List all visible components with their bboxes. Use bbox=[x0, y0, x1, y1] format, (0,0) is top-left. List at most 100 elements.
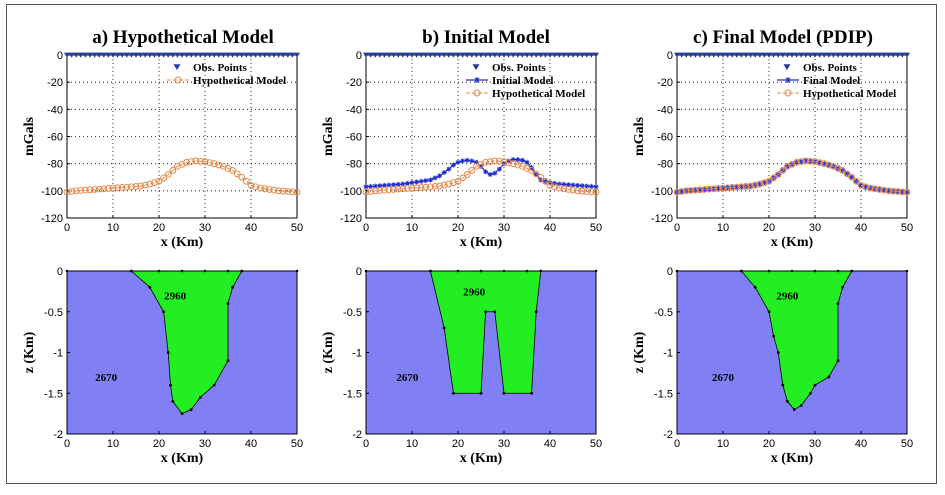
hypothetical-point bbox=[751, 181, 759, 189]
legend-label: Hypothetical Model bbox=[803, 88, 896, 100]
legend-label: Obs. Points bbox=[193, 62, 248, 74]
x-tick-label: 10 bbox=[107, 438, 119, 450]
hypothetical-point bbox=[583, 188, 591, 195]
density-basement-label: 2670 bbox=[95, 372, 118, 384]
x-tick-label: 0 bbox=[363, 222, 369, 234]
x-tick-label: 50 bbox=[291, 222, 303, 234]
init-point-d2 bbox=[377, 183, 382, 188]
obs-point bbox=[491, 52, 498, 58]
obs-point bbox=[784, 52, 791, 58]
y-tick-label: -120 bbox=[340, 213, 362, 225]
obs-point bbox=[280, 52, 287, 58]
obs-point bbox=[179, 52, 185, 58]
body-vertex bbox=[753, 285, 757, 289]
obs-point bbox=[105, 52, 112, 58]
init-point-d2 bbox=[584, 183, 589, 189]
hypothetical-point bbox=[793, 158, 800, 166]
obs-point bbox=[229, 52, 236, 58]
obs-point bbox=[537, 52, 544, 58]
y-tick-label: -0.5 bbox=[44, 307, 63, 319]
obs-point bbox=[588, 52, 595, 58]
obs-point bbox=[404, 52, 411, 58]
y-tick-label: -40 bbox=[657, 104, 673, 116]
hypothetical-point bbox=[284, 188, 292, 195]
legend-hypo-marker bbox=[784, 89, 792, 97]
obs-point bbox=[73, 52, 80, 58]
figure-frame bbox=[6, 4, 937, 484]
hypothetical-point bbox=[742, 183, 750, 190]
obs-point bbox=[128, 52, 135, 58]
y-tick-label: -1.5 bbox=[343, 388, 362, 400]
body-vertex bbox=[841, 285, 844, 289]
legend-label: Obs. Points bbox=[492, 62, 547, 74]
obs-point bbox=[733, 52, 740, 58]
obs-point bbox=[234, 52, 241, 58]
obs-point bbox=[701, 52, 708, 58]
init-point-d2 bbox=[409, 180, 415, 185]
y-tick-label: 0 bbox=[667, 50, 673, 62]
obs-point bbox=[858, 52, 864, 58]
hypothetical-point bbox=[578, 187, 586, 195]
obs-point bbox=[151, 52, 158, 58]
x-tick-label: 50 bbox=[590, 438, 602, 450]
obs-point bbox=[473, 52, 480, 58]
body-vertex bbox=[776, 351, 780, 354]
x-axis-label: x (Km) bbox=[771, 235, 814, 250]
hypothetical-point bbox=[569, 186, 577, 194]
init-point-d2 bbox=[589, 184, 594, 189]
hypothetical-point bbox=[747, 182, 754, 190]
obs-point bbox=[390, 52, 397, 58]
panel-title: c) Final Model (PDIP) bbox=[693, 27, 873, 48]
hypothetical-point bbox=[215, 161, 223, 169]
init-point-d2 bbox=[368, 184, 373, 189]
obs-point bbox=[519, 52, 526, 58]
body-vertex bbox=[231, 285, 235, 289]
final-point-d2 bbox=[716, 186, 721, 191]
hypothetical-point bbox=[733, 183, 741, 191]
x-tick-label: 0 bbox=[363, 438, 369, 450]
y-axis-label: mGals bbox=[22, 117, 37, 156]
hypothetical-point bbox=[687, 187, 695, 194]
x-tick-label: 50 bbox=[901, 222, 913, 234]
hypothetical-point bbox=[505, 159, 513, 167]
init-point-d2 bbox=[451, 162, 456, 168]
init-point-d2 bbox=[442, 170, 447, 175]
hypothetical-point bbox=[889, 187, 897, 195]
body-vertex bbox=[199, 395, 202, 399]
hypothetical-point bbox=[500, 158, 508, 166]
init-point-d2 bbox=[414, 179, 419, 185]
init-point-d2 bbox=[386, 182, 392, 188]
y-tick-label: -2 bbox=[663, 429, 673, 441]
y-tick-label: 0 bbox=[57, 266, 63, 278]
y-axis-label: z (Km) bbox=[321, 331, 336, 373]
hypothetical-point bbox=[565, 186, 572, 193]
body-vertex bbox=[772, 334, 775, 338]
obs-point bbox=[556, 52, 563, 58]
hypothetical-point bbox=[463, 171, 471, 178]
obs-point bbox=[100, 52, 107, 58]
hypothetical-point bbox=[362, 188, 370, 196]
hypothetical-point bbox=[160, 174, 168, 182]
x-axis-label: x (Km) bbox=[460, 451, 503, 466]
hypothetical-point bbox=[164, 171, 172, 178]
obs-point bbox=[487, 52, 494, 58]
hypothetical-point bbox=[238, 173, 246, 181]
x-axis-label: x (Km) bbox=[771, 451, 814, 466]
x-tick-label: 20 bbox=[763, 438, 775, 450]
x-tick-label: 20 bbox=[153, 222, 165, 234]
obs-point bbox=[289, 52, 296, 58]
legend-hypo-marker bbox=[174, 76, 182, 84]
x-axis-label: x (Km) bbox=[161, 235, 204, 250]
density-basement-label: 2670 bbox=[396, 372, 419, 384]
hypothetical-point bbox=[385, 186, 393, 194]
obs-point bbox=[770, 52, 777, 58]
hypothetical-point bbox=[705, 185, 713, 193]
obs-point bbox=[386, 52, 392, 58]
hypothetical-point bbox=[761, 179, 768, 187]
hypothetical-point bbox=[816, 159, 823, 167]
obs-point bbox=[844, 52, 851, 58]
final-point-d2 bbox=[863, 184, 868, 189]
obs-point bbox=[505, 52, 512, 58]
hypothetical-point bbox=[201, 158, 209, 166]
